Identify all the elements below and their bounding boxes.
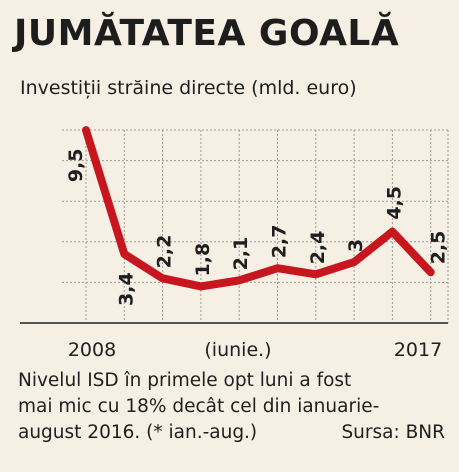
chart-subtitle: Investiții străine directe (mld. euro) [20,77,357,99]
x-tick-labels: 2008 (iunie.) 2017 [68,339,442,361]
data-label: 1,8 [192,243,214,277]
data-label: 3,4 [115,272,137,306]
x-tick-label: 2008 [68,339,116,361]
x-tick-label: (iunie.) [204,339,271,361]
data-labels: 9,5 3,4 2,2 1,8 2,1 2,7 2,4 3 4,5 2,5 [65,148,450,306]
data-label: 9,5 [65,148,87,182]
data-label: 2,7 [269,225,291,259]
chart-series [82,126,435,291]
series-line [82,126,435,291]
note-line: august 2016. (* ian.-aug.) [18,422,258,443]
chart-title: JUMĂTATEA GOALĂ [14,13,400,54]
data-label: 2,1 [230,237,252,271]
data-label: 3 [345,239,367,252]
chart-note: Nivelul ISD în primele opt luni a fost m… [18,368,448,446]
data-label: 2,4 [307,231,329,265]
chart-grid [62,129,449,323]
note-line: mai mic cu 18% decât cel din ianuarie- [18,396,380,417]
source-label: Sursa: BNR [341,422,445,443]
data-label: 2,2 [154,235,176,269]
line-chart: 9,5 3,4 2,2 1,8 2,1 2,7 2,4 3 4,5 2,5 2008 (iunie.… [20,126,450,361]
data-label: 4,5 [383,186,405,220]
data-label: 2,5 [428,231,450,265]
x-tick-label: 2017 [394,339,442,361]
note-line: Nivelul ISD în primele opt luni a fost [18,370,352,391]
